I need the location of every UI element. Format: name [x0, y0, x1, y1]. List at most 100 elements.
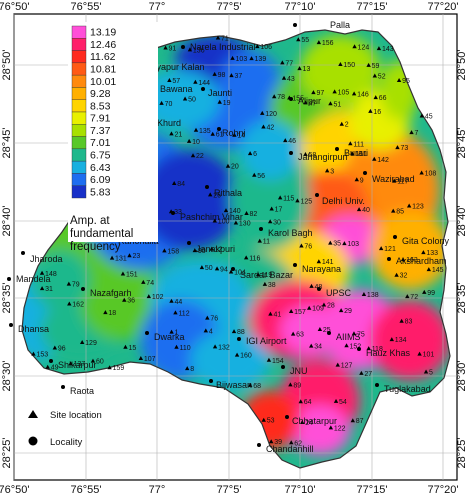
site-triangle-icon	[210, 131, 215, 136]
site-number: 133	[426, 250, 438, 257]
locality-dot	[281, 365, 285, 369]
site-number: 110	[180, 345, 191, 352]
site-number: 135	[199, 128, 211, 135]
site-triangle-icon	[233, 220, 239, 225]
site-triangle-icon	[328, 101, 333, 106]
site-triangle-icon	[351, 331, 357, 336]
lon-tick-top: 76°50'	[0, 1, 29, 13]
site-number: 59	[372, 63, 380, 70]
legend-swatch	[71, 185, 87, 199]
site-triangle-icon	[169, 329, 174, 334]
locality-dot	[317, 287, 321, 291]
site-number: 143	[382, 46, 394, 53]
legend-swatch	[71, 50, 87, 64]
site-number: 6	[253, 151, 257, 158]
site-number: 132	[218, 344, 230, 351]
locality-dot	[375, 383, 379, 387]
locality-dot	[231, 267, 235, 271]
site-triangle-icon	[141, 279, 146, 284]
site-triangle-icon	[350, 418, 355, 423]
locality-label: Rithala	[214, 188, 242, 198]
site-number: 29	[344, 308, 352, 315]
locality-label: Akshardham	[396, 256, 447, 266]
site-number: 45	[425, 113, 433, 120]
legend-value: 11.62	[90, 51, 116, 63]
site-triangle-icon	[52, 345, 58, 350]
amplitude-zone	[190, 330, 270, 390]
site-triangle-icon	[268, 311, 273, 316]
locality-label: Shikarpur	[58, 360, 97, 370]
locality-labels: Palla Narela Industrial Dariyapur Kalan Baw…	[7, 20, 450, 454]
site-triangle-icon	[283, 138, 288, 143]
site-number: 97	[316, 90, 324, 97]
locality-dot	[145, 331, 149, 335]
site-number: 87	[356, 418, 364, 425]
site-triangle-icon	[249, 56, 254, 61]
lon-tick-bottom: 77°5'	[217, 484, 242, 496]
site-number: 53	[267, 418, 275, 425]
site-triangle-icon	[159, 100, 164, 105]
site-number: 24	[305, 420, 313, 427]
site-number: 57	[172, 78, 180, 85]
site-triangle-icon	[169, 298, 174, 303]
site-triangle-icon	[269, 439, 274, 444]
site-number: 14	[237, 133, 245, 140]
site-number: 8	[190, 366, 194, 373]
site-triangle-icon	[359, 370, 364, 375]
site-number: 16	[373, 109, 381, 116]
site-triangle-icon	[107, 365, 112, 370]
site-number: 78	[277, 94, 285, 101]
site-triangle-icon	[351, 91, 357, 96]
site-triangle-icon	[109, 255, 115, 260]
site-triangle-icon	[311, 90, 316, 95]
site-triangle-icon	[295, 198, 300, 203]
site-number: 100	[218, 219, 230, 226]
site-triangle-icon	[185, 366, 190, 371]
amplitude-zone	[80, 260, 160, 340]
site-triangle-icon	[193, 79, 198, 84]
site-triangle-icon	[31, 351, 36, 356]
site-number: 63	[296, 332, 304, 339]
site-triangle-icon	[389, 337, 394, 342]
site-number: 91	[169, 46, 177, 53]
legend-swatch	[71, 160, 87, 174]
site-number: 19	[223, 100, 231, 107]
site-triangle-icon	[421, 250, 426, 255]
locality-label: Bawana	[160, 84, 193, 94]
site-number: 154	[272, 358, 284, 365]
site-number: 54	[339, 399, 347, 406]
site-number: 51	[333, 101, 341, 108]
site-triangle-icon	[392, 178, 397, 183]
site-number: 15	[128, 345, 136, 352]
site-number: 50	[205, 265, 213, 272]
site-number: 43	[287, 76, 295, 83]
site-number: 34	[314, 344, 322, 351]
site-triangle-icon	[422, 289, 427, 294]
amplitude-zone	[230, 150, 310, 250]
site-triangle-icon	[406, 203, 412, 208]
locality-label: JNU	[290, 366, 308, 376]
lat-tick-left: 28°45'	[1, 128, 13, 159]
site-triangle-icon	[215, 35, 221, 40]
locality-dot	[257, 443, 261, 447]
lon-tick-top: 77°20'	[428, 1, 459, 13]
locality-dot	[181, 45, 185, 49]
amplitude-legend: 13.1912.4611.6210.8110.019.288.537.917.3…	[68, 22, 158, 253]
site-number: 56	[257, 173, 265, 180]
site-triangle-icon	[332, 89, 337, 94]
locality-label: Dwarka	[154, 332, 185, 342]
site-number: 119	[261, 272, 272, 279]
legend-value: 13.19	[90, 27, 116, 39]
locality-label: Puth Khurd	[136, 118, 181, 128]
site-number: 95	[402, 78, 410, 85]
site-number: 47	[309, 100, 317, 107]
site-number: 85	[396, 209, 404, 216]
site-triangle-icon	[120, 271, 126, 276]
locality-label: IGI Airport	[246, 336, 287, 346]
site-number: 157	[294, 309, 306, 316]
site-number: 4	[209, 328, 213, 335]
site-number: 28	[327, 302, 335, 309]
site-number: 103	[347, 241, 359, 248]
site-triangle-icon	[409, 130, 414, 135]
site-triangle-icon	[394, 272, 399, 277]
